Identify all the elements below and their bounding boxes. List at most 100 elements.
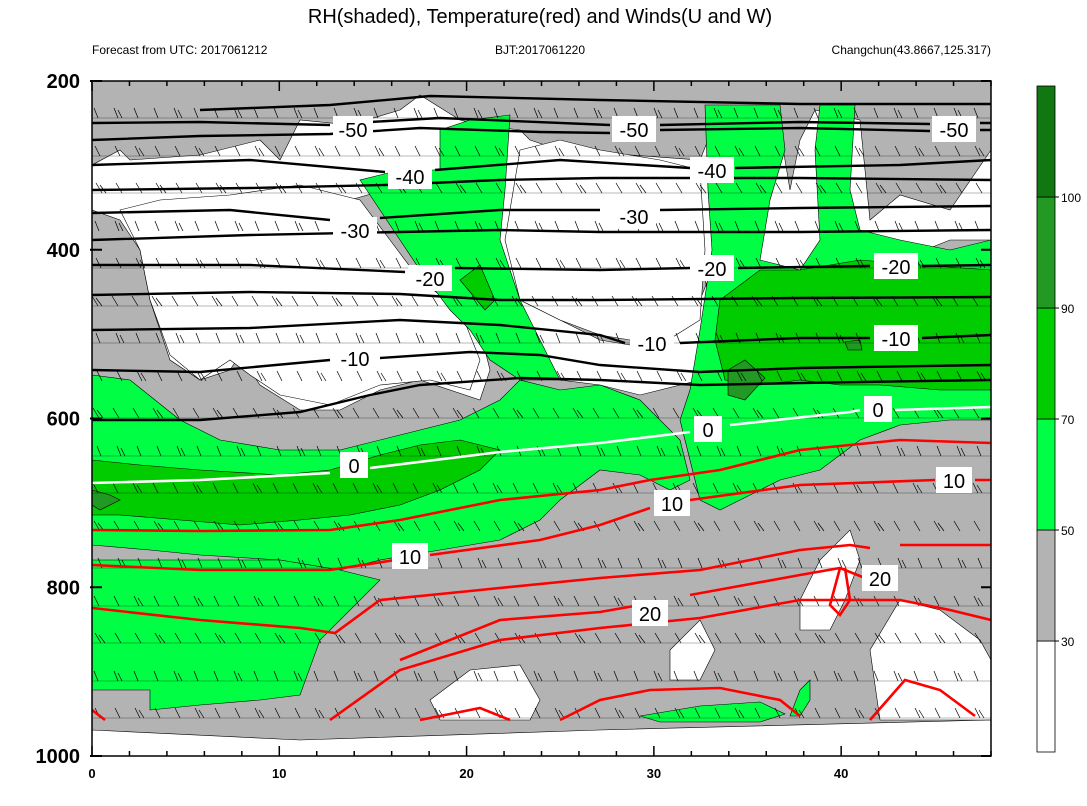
wind-barb [134,707,141,719]
wind-barb [738,709,745,719]
colorbar: 30 50 70 90 100 [1036,85,1081,753]
wind-barb [119,334,125,344]
wind-barb [597,109,603,119]
wind-barb [858,709,865,719]
wind-barb [734,632,742,644]
wind-barb [254,632,262,644]
wind-barb [553,520,561,532]
wind-barb [492,407,500,419]
wind-barb [232,482,239,494]
wind-barb [499,259,506,269]
colorbar-label: 90 [1061,302,1075,316]
wind-barb [413,520,421,532]
rh-low-pockets [92,139,991,756]
wind-barb [574,220,580,232]
wind-barb [759,184,767,194]
wind-barb [236,370,243,382]
wind-barb [835,182,843,194]
wind-barb [276,370,283,382]
temp-contour-minus20-b [92,290,991,302]
wind-barb [635,182,643,194]
wind-barb [656,370,663,382]
wind-barb [92,295,99,307]
colorbar-box [1036,196,1056,309]
wind-barb [253,595,260,607]
rh-wetter-regions [92,259,991,526]
wind-barb [676,445,682,457]
wind-barb [454,145,461,157]
wind-barb [234,145,241,157]
wind-barb [133,670,139,682]
wind-barb [352,482,359,494]
wind-barb [854,145,861,157]
wind-barb [957,672,963,682]
wind-barb [318,709,325,719]
wind-barb [660,447,666,457]
wind-barb [875,297,883,307]
wind-barb [733,670,739,682]
contour-label-0-a: 0 [340,452,368,478]
wind-barb [774,145,781,157]
wind-barb [272,482,279,494]
wind-barb [841,559,847,569]
wind-barb [436,445,442,457]
colorbar-box [1036,640,1056,753]
wind-barb [335,182,343,194]
wind-barb [334,707,341,719]
contour-label-20-a: 20 [632,600,668,626]
wind-barb [333,595,340,607]
wind-barb [454,220,460,232]
wind-barb [578,634,586,644]
wind-barb [856,484,863,494]
svg-text:-40: -40 [396,167,425,189]
wind-barb [236,445,242,457]
svg-text:-20: -20 [698,259,727,281]
wind-barb [854,707,861,719]
wind-barb [632,482,639,494]
wind-barb [636,409,644,419]
wind-barb [177,672,183,682]
wind-barb [954,632,962,644]
wind-barb [498,147,505,157]
wind-barb [596,445,602,457]
wind-barb [432,482,439,494]
wind-barb [876,370,883,382]
wind-barb [972,407,980,419]
temp-contour-10-b [92,478,991,572]
wind-barb [297,672,303,682]
wind-barb [712,482,719,494]
svg-text:-20: -20 [882,257,911,279]
wind-barb [177,557,183,569]
temp-contour-minus40 [92,158,991,174]
wind-barb [316,445,322,457]
temp-contour-minus50-b [92,126,991,142]
wind-barb [955,182,963,194]
wind-barb [137,597,144,607]
wind-barb [618,147,625,157]
wind-barb [233,595,240,607]
wind-barb [300,447,306,457]
wind-barb [694,707,701,719]
wind-barb [533,520,541,532]
contour-label-minus30-b: -30 [612,203,656,229]
wind-barb [334,632,342,644]
wind-barb [315,332,321,344]
wind-barb [517,557,523,569]
wind-barb [976,445,982,457]
y-tick-label: 800 [47,577,80,599]
wind-barb [854,220,860,232]
wind-barb [295,332,301,344]
wind-barb [836,445,842,457]
wind-barb [92,482,99,494]
wind-barb [152,482,159,494]
wind-barb [960,447,966,457]
wind-barb [412,482,419,494]
bjt-subtitle: BJT:2017061220 [495,43,585,57]
contour-label-0-b: 0 [694,416,722,442]
wind-barb [955,332,961,344]
wind-barb [756,409,764,419]
wind-barb [860,372,867,382]
wind-barb [353,670,359,682]
wind-barb [195,332,201,344]
wind-barb [378,709,385,719]
